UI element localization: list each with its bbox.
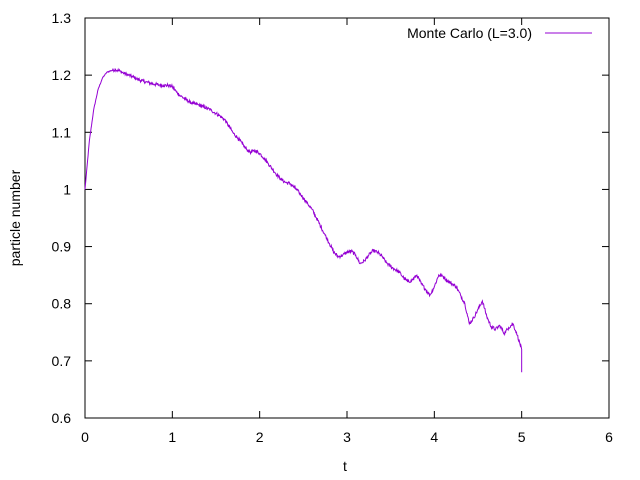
x-tick-label: 0 <box>81 429 89 445</box>
y-tick-label: 0.9 <box>52 239 72 255</box>
y-axis-ticks: 0.6 0.7 0.8 0.9 1 1.1 1.2 1.3 <box>52 10 609 426</box>
y-tick-label: 1.1 <box>52 124 72 140</box>
plot-border <box>84 17 610 419</box>
x-tick-label: 1 <box>168 429 176 445</box>
legend: Monte Carlo (L=3.0) <box>407 25 592 41</box>
y-tick-label: 1 <box>63 181 71 197</box>
x-tick-label: 3 <box>343 429 351 445</box>
y-tick-label: 1.3 <box>52 10 72 26</box>
legend-label: Monte Carlo (L=3.0) <box>407 25 532 41</box>
x-axis-ticks: 0 1 2 3 4 5 6 <box>81 18 613 445</box>
y-tick-label: 0.6 <box>52 410 72 426</box>
y-tick-label: 0.7 <box>52 353 72 369</box>
x-tick-label: 6 <box>605 429 613 445</box>
y-tick-label: 0.8 <box>52 296 72 312</box>
y-tick-label: 1.2 <box>52 67 72 83</box>
x-tick-label: 2 <box>256 429 264 445</box>
series-line <box>84 67 523 373</box>
plot-frame <box>84 17 610 419</box>
series-layer <box>84 67 523 373</box>
y-axis-label: particle number <box>7 169 23 266</box>
x-axis-label: t <box>343 458 347 474</box>
x-tick-label: 4 <box>430 429 438 445</box>
x-tick-label: 5 <box>518 429 526 445</box>
